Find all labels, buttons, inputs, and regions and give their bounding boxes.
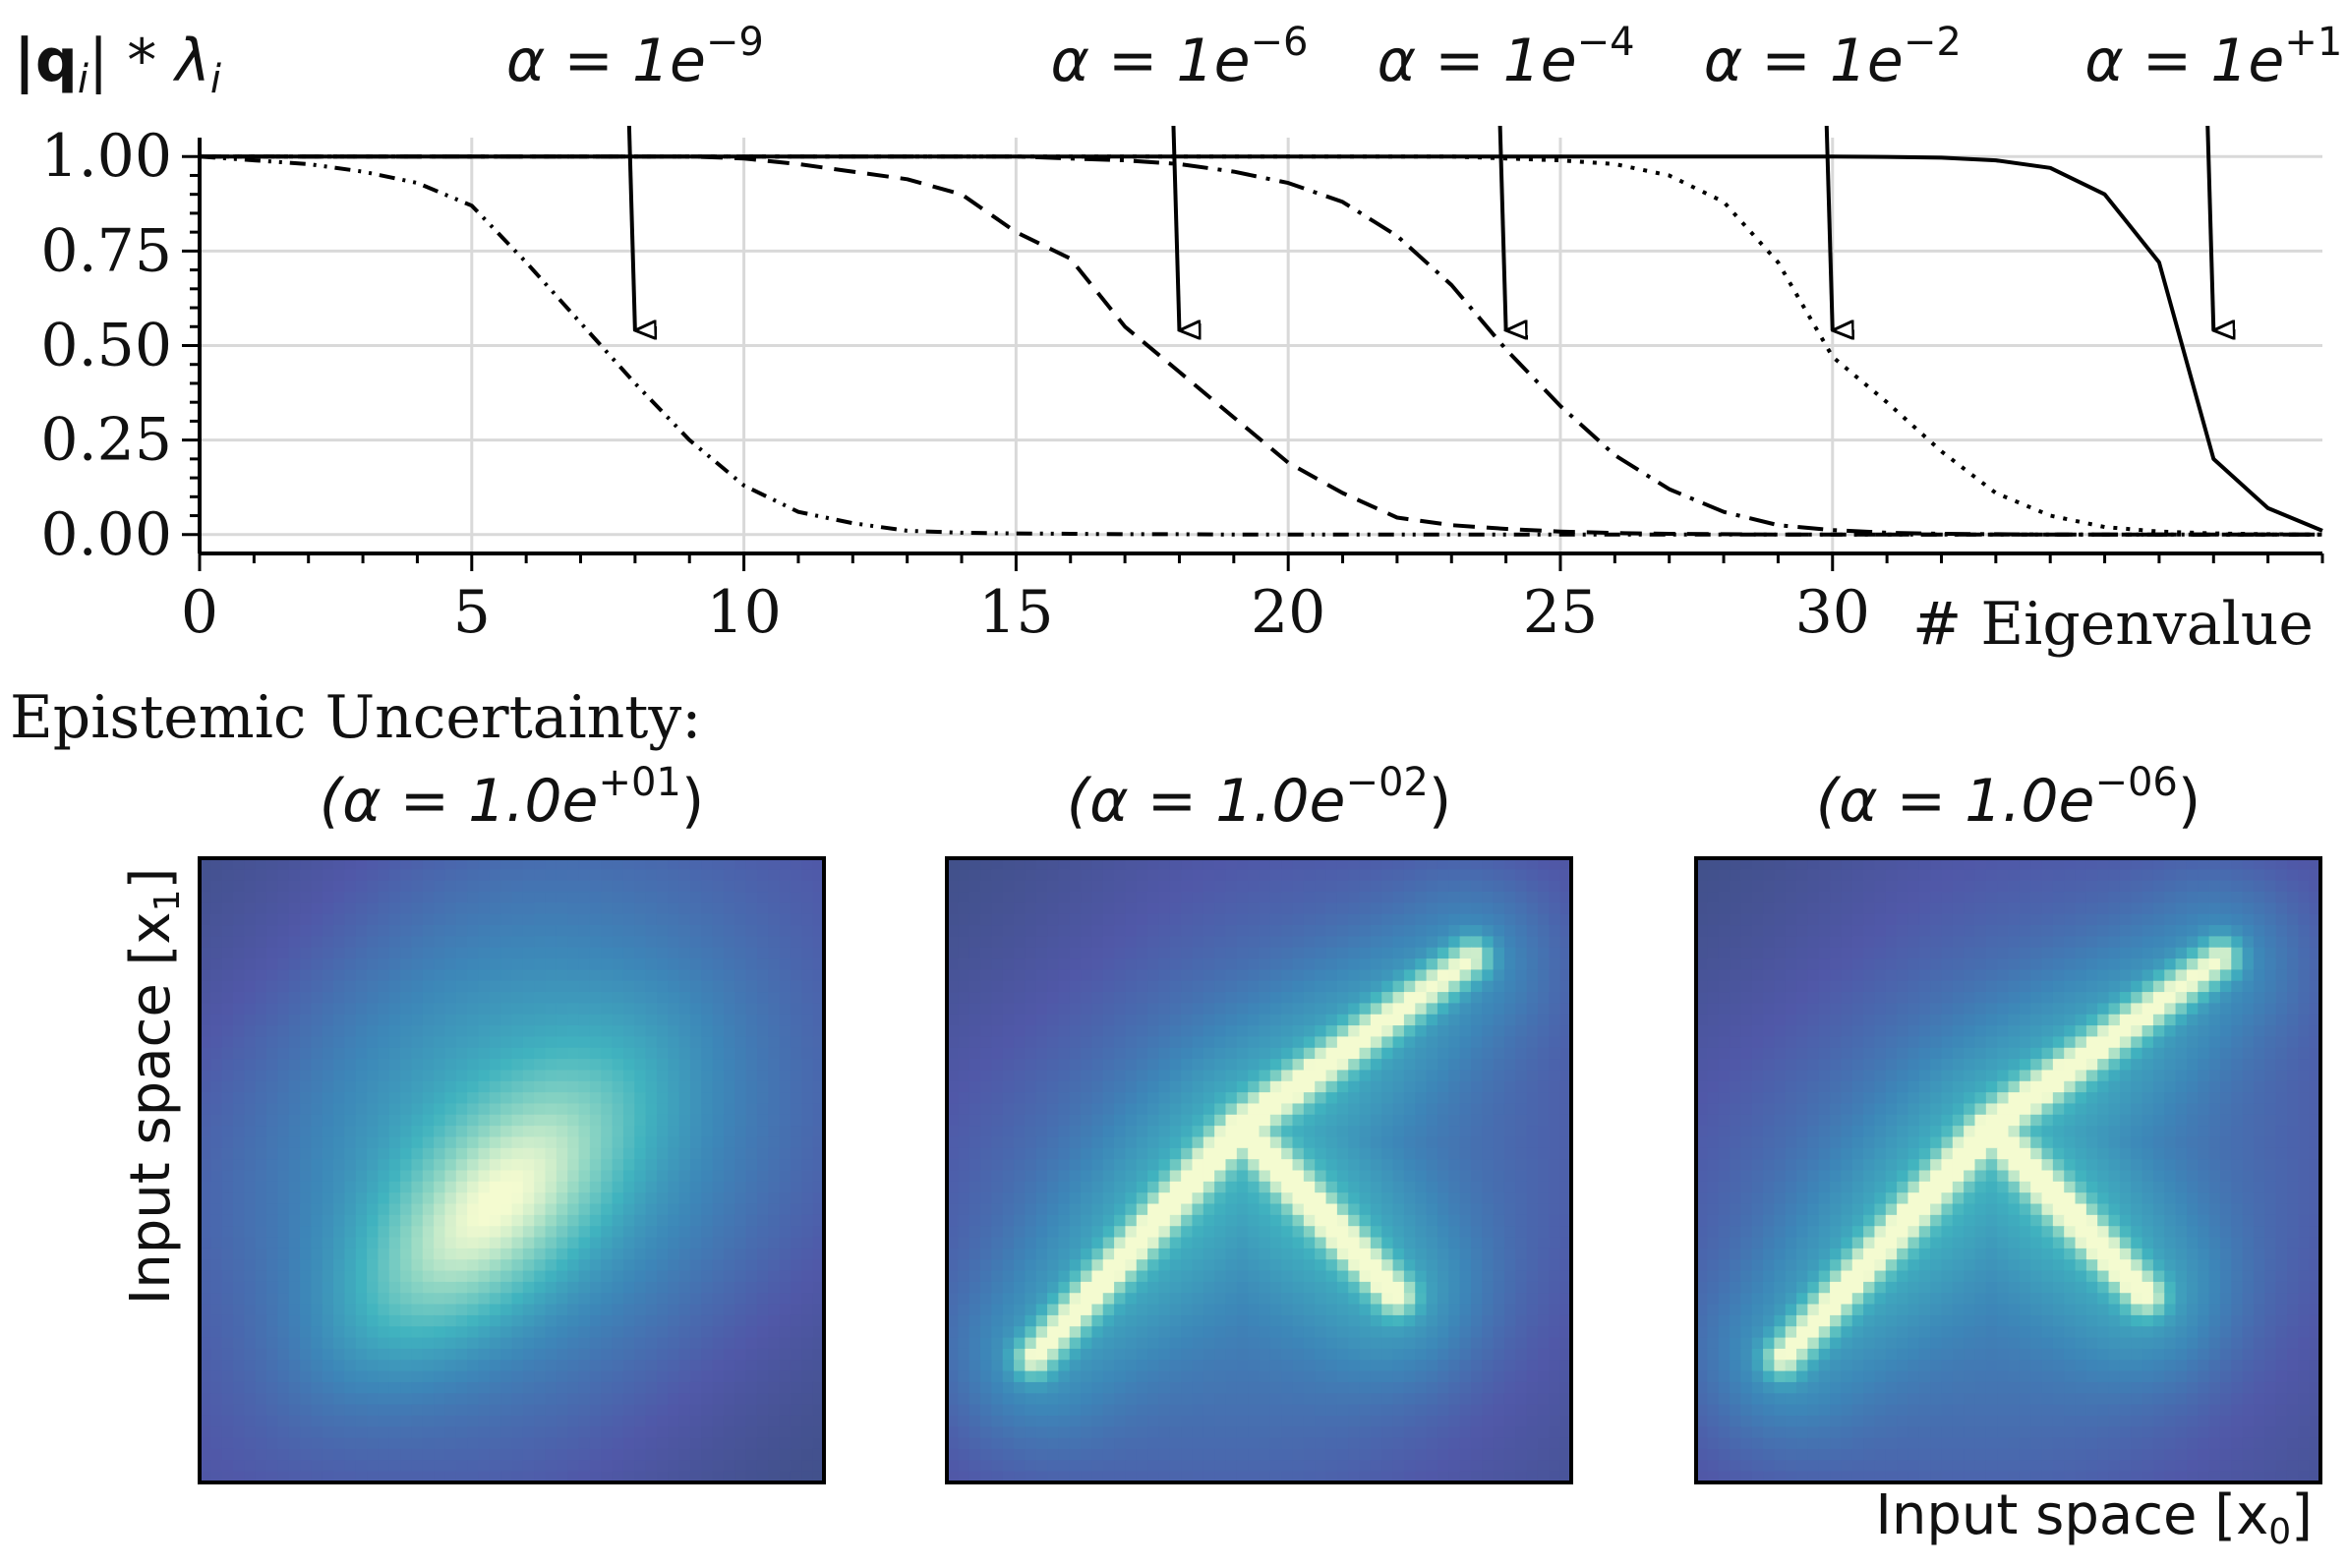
heatmap-cells: [947, 858, 1572, 1483]
alpha-annotation-prefix: α = 1e: [1378, 27, 1577, 95]
heatmap-title-exponent: −02: [1345, 760, 1428, 805]
heatmap-x-label-end: ]: [2291, 1483, 2313, 1547]
heatmap-panel-1: (α = 1.0e+01): [198, 760, 826, 1484]
alpha-annotation-label: α = 1e−6: [1050, 20, 1308, 95]
x-tick-label: 15: [978, 578, 1053, 647]
alpha-annotation-exponent: −4: [1577, 20, 1635, 65]
alpha-annotation-prefix: α = 1e: [2084, 27, 2284, 95]
minor-ticks: [182, 154, 2324, 571]
heatmap-title-suffix: ): [2178, 767, 2200, 836]
alpha-annotation-label: α = 1e−2: [1704, 20, 1962, 95]
heatmap-title-prefix: (α = 1.0e: [1816, 767, 2095, 836]
heatmap-title: (α = 1.0e+01): [320, 760, 705, 836]
series-lines: [199, 154, 2323, 537]
x-tick-labels: 0 5 10 15 20 25 30: [181, 578, 1870, 647]
heatmap-title-exponent: +01: [598, 760, 680, 805]
y-tick-label: 1.00: [40, 122, 172, 191]
y-tick-label: 0.75: [40, 216, 172, 285]
alpha-annotation-prefix: α = 1e: [1050, 27, 1250, 95]
heatmap-x-label-sub: 0: [2268, 1512, 2291, 1552]
heatmap-title-exponent: −06: [2094, 760, 2177, 805]
alpha-annotations: α = 1e−9 α = 1e−6 α = 1e−4 α = 1e−2 α = 1e+1: [506, 20, 2342, 95]
annotation-arrow: [2205, 125, 2213, 330]
x-tick-label: 0: [181, 578, 218, 647]
heatmap-cells: [200, 858, 825, 1483]
annotation-arrows: [626, 125, 2213, 330]
alpha-annotation-prefix: α = 1e: [506, 27, 706, 95]
annotation-arrow: [1824, 125, 1833, 330]
x-axis-label: # Eigenvalue: [1912, 590, 2314, 659]
y-label-sub1: i: [78, 57, 88, 102]
heatmap-y-label-text: Input space [x: [119, 911, 183, 1305]
alpha-annotation-label: α = 1e+1: [2084, 20, 2342, 95]
series-line-solid: [200, 154, 2323, 533]
heatmap-cells: [1696, 858, 2321, 1483]
x-tick-label: 25: [1523, 578, 1598, 647]
heatmap-title: (α = 1.0e−02): [1067, 760, 1452, 836]
y-label-sub2: i: [210, 57, 221, 102]
alpha-annotation-exponent: −2: [1904, 20, 1962, 65]
annotation-arrow: [1497, 125, 1506, 330]
y-tick-label: 0.25: [40, 406, 172, 475]
heatmap-title: (α = 1.0e−06): [1816, 760, 2201, 836]
epistemic-uncertainty-section: Epistemic Uncertainty: Input space [x1] …: [10, 683, 2322, 1552]
heatmap-frame: [945, 856, 1573, 1484]
heatmap-panels: (α = 1.0e+01) (α = 1.0e−02) (α = 1.0e−06): [198, 760, 2322, 1484]
section-title: Epistemic Uncertainty:: [10, 683, 702, 752]
alpha-annotation-prefix: α = 1e: [1704, 27, 1904, 95]
heatmap-title-suffix: ): [1429, 767, 1451, 836]
heatmap-panel-3: (α = 1.0e−06): [1694, 760, 2322, 1484]
heatmap-x-label-text: Input space [x: [1875, 1483, 2268, 1547]
annotation-arrow: [626, 125, 635, 330]
annotation-arrow: [1171, 125, 1179, 330]
x-tick-label: 30: [1795, 578, 1870, 647]
y-tick-label: 0.00: [40, 500, 172, 569]
y-axis-label: |qi| * λi: [14, 27, 221, 102]
x-tick-label: 10: [706, 578, 781, 647]
y-label-base: |q: [14, 27, 78, 95]
y-tick-labels: 0.00 0.25 0.50 0.75 1.00: [40, 122, 172, 569]
heatmap-frame: [1694, 856, 2322, 1484]
heatmap-title-prefix: (α = 1.0e: [320, 767, 599, 836]
heatmap-frame: [198, 856, 826, 1484]
alpha-annotation-label: α = 1e−9: [506, 20, 764, 95]
heatmap-y-label-end: ]: [119, 868, 183, 890]
heatmap-y-axis-label: Input space [x1]: [119, 868, 188, 1306]
y-tick-label: 0.50: [40, 312, 172, 380]
heatmap-x-axis-label: Input space [x0]: [1875, 1483, 2313, 1552]
heatmap-panel-2: (α = 1.0e−02): [945, 760, 1573, 1484]
y-label-mid: | * λ: [88, 27, 210, 95]
x-tick-label: 5: [453, 578, 491, 647]
alpha-annotation-label: α = 1e−4: [1378, 20, 1635, 95]
x-tick-label: 20: [1251, 578, 1325, 647]
heatmap-title-suffix: ): [681, 767, 704, 836]
eigenvalue-line-chart: 0 5 10 15 20 25 30 0.000.250.500.751.00 |qi| *…: [14, 20, 2342, 659]
alpha-annotation-exponent: −9: [706, 20, 764, 65]
grid-lines: [198, 138, 2322, 553]
heatmap-title-prefix: (α = 1.0e: [1067, 767, 1346, 836]
alpha-annotation-exponent: −6: [1251, 20, 1309, 65]
alpha-annotation-exponent: +1: [2284, 20, 2342, 65]
heatmap-y-label-sub: 1: [147, 890, 188, 912]
